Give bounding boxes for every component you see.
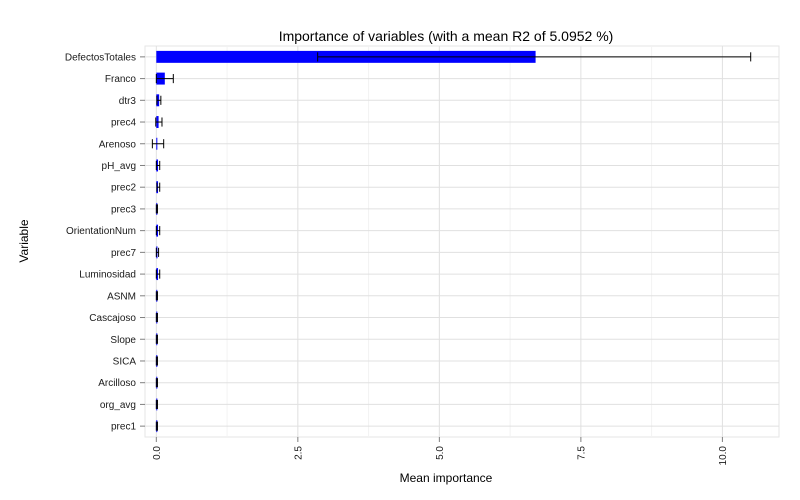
x-tick-label: 10.0 (718, 446, 729, 466)
x-tick-label: 2.5 (293, 446, 304, 460)
plot-panel (144, 45, 780, 438)
error-bars (151, 52, 752, 431)
y-tick-label: Slope (110, 335, 136, 346)
y-tick-labels: DefectosTotales Franco dtr3 prec4 Arenoso pH_… (65, 52, 145, 433)
y-tick-label: pH_avg (102, 161, 136, 172)
y-tick-label: dtr3 (119, 96, 137, 107)
y-tick-label: prec3 (111, 204, 136, 215)
y-tick-label: org_avg (100, 400, 136, 411)
y-tick-label: prec1 (111, 422, 136, 433)
chart-title: Importance of variables (with a mean R2 … (279, 28, 614, 44)
y-tick-label: OrientationNum (66, 226, 136, 237)
y-tick-label: DefectosTotales (65, 52, 136, 63)
x-axis-title: Mean importance (400, 471, 493, 485)
y-tick-label: prec2 (111, 183, 136, 194)
grid-lines (145, 46, 779, 437)
y-tick-label: prec7 (111, 248, 136, 259)
y-tick-label: Arcilloso (98, 378, 136, 389)
y-tick-label: SICA (113, 356, 137, 367)
y-tick-label: Franco (105, 74, 137, 85)
y-tick-label: prec4 (111, 118, 136, 129)
y-tick-label: Cascajoso (89, 313, 136, 324)
x-tick-label: 7.5 (576, 446, 587, 460)
x-tick-label: 5.0 (435, 446, 446, 460)
x-tick-labels: 0.0 2.5 5.0 7.5 10.0 (152, 437, 729, 465)
y-axis-title: Variable (17, 219, 31, 262)
x-tick-label: 0.0 (152, 446, 163, 460)
y-tick-label: Arenoso (99, 139, 137, 150)
y-tick-label: Luminosidad (79, 270, 136, 281)
y-tick-label: ASNM (107, 291, 136, 302)
